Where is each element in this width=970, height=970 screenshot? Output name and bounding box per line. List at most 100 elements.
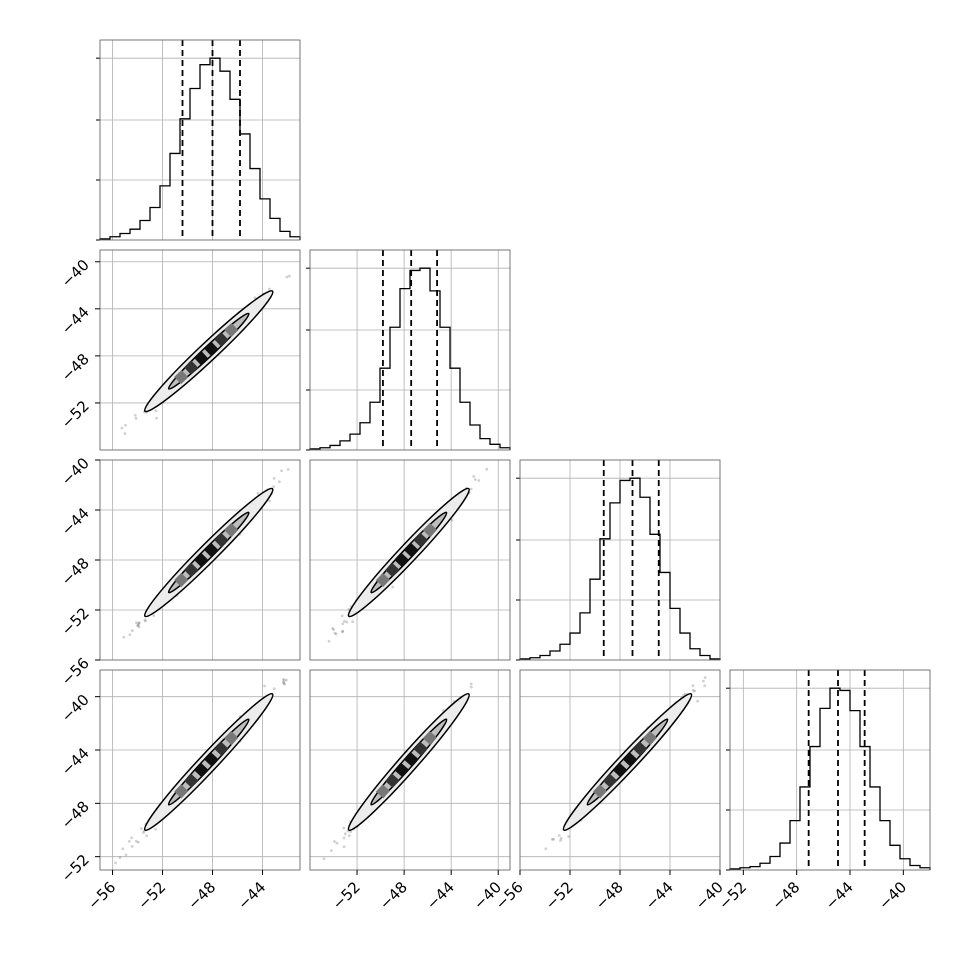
scatter-point-2-1-169 — [450, 518, 454, 522]
scatter-point-2-0-168 — [137, 621, 141, 625]
xtick-label-0-1: −52 — [134, 878, 169, 913]
scatter-point-2-1-242 — [333, 631, 337, 635]
density-cell-2-0-2 — [194, 552, 209, 568]
density-cell-3-1-4 — [413, 741, 428, 756]
scatter-point-1-0-248 — [133, 413, 137, 417]
density-cell-3-1-2 — [394, 762, 409, 778]
xtick-label-3-2: −44 — [822, 878, 857, 913]
xtick-label-0-0: −56 — [84, 878, 119, 913]
scatter-frame-3-0 — [99, 669, 301, 871]
ytick-label-2-4: −40 — [58, 454, 93, 489]
scatter-point-1-0-254 — [287, 274, 291, 278]
hist-panel-1 — [306, 249, 511, 451]
ytick-label-3-2: −44 — [58, 744, 93, 779]
scatter-point-2-1-127 — [340, 614, 344, 618]
density-cell-3-1-3 — [404, 752, 419, 767]
scatter-point-3-1-33 — [329, 849, 333, 853]
density-cell-1-0-1 — [184, 360, 199, 375]
scatter-point-2-1-152 — [345, 620, 349, 624]
scatter-point-3-2-200 — [703, 676, 707, 679]
scatter-point-2-1-123 — [332, 628, 335, 632]
density-cell-2-0-1 — [184, 562, 199, 578]
ytick-label-2-2: −48 — [58, 554, 93, 589]
scatter-point-1-0-251 — [268, 287, 271, 291]
scatter-point-3-1-202 — [469, 685, 473, 689]
hist-frame-1 — [309, 249, 511, 451]
hist-panel-3: −52 −48 −44 −40 — [715, 669, 931, 913]
density-cell-3-1-0 — [375, 784, 390, 799]
density-cell-1-0-4 — [214, 332, 229, 347]
scatter-panel-3-0: −52−48−44−40−56 −52 −48 −44 — [58, 669, 301, 913]
scatter-point-1-0-87 — [120, 426, 124, 430]
scatter-point-3-0-113 — [263, 684, 266, 688]
density-cell-2-0-5 — [224, 522, 239, 538]
scatter-point-2-0-29 — [122, 635, 126, 639]
scatter-point-2-0-259 — [137, 625, 141, 629]
xtick-label-1-0: −52 — [329, 878, 364, 913]
scatter-point-2-1-147 — [485, 467, 489, 471]
scatter-point-3-2-220 — [559, 839, 562, 842]
scatter-point-3-1-181 — [469, 682, 473, 686]
histogram-2 — [519, 477, 721, 660]
scatter-point-3-2-146 — [557, 834, 561, 837]
scatter-point-3-0-211 — [127, 840, 131, 843]
scatter-point-3-1-124 — [342, 836, 346, 840]
density-cell-3-2-0 — [592, 784, 608, 799]
scatter-frame-3-1 — [309, 669, 511, 871]
density-cell-1-0-5 — [224, 322, 239, 338]
density-cell-3-2-4 — [632, 741, 648, 756]
scatter-point-2-1-46 — [341, 629, 345, 633]
scatter-point-3-1-127 — [335, 841, 339, 845]
scatter-point-2-0-183 — [268, 499, 272, 503]
ytick-label-2-1: −52 — [58, 604, 93, 639]
scatter-point-3-1-211 — [342, 826, 346, 830]
ytick-label-1-3: −40 — [58, 256, 93, 291]
scatter-frame-1-0 — [99, 249, 301, 451]
hist-frame-3 — [729, 669, 931, 871]
scatter-point-3-0-2 — [154, 827, 157, 831]
scatter-point-3-0-7 — [283, 682, 287, 686]
scatter-point-2-1-153 — [472, 475, 476, 478]
scatter-point-3-2-199 — [552, 837, 556, 841]
scatter-point-3-2-174 — [544, 847, 548, 851]
density-cell-3-0-5 — [224, 730, 239, 746]
scatter-point-3-1-62 — [322, 857, 326, 861]
xtick-label-0-3: −44 — [234, 878, 269, 913]
scatter-point-2-1-81 — [334, 632, 338, 636]
scatter-point-2-0-87 — [272, 477, 276, 480]
scatter-point-3-0-184 — [284, 678, 288, 682]
scatter-point-3-0-134 — [141, 831, 145, 834]
scatter-point-3-2-64 — [693, 689, 697, 693]
xtick-label-2-1: −52 — [542, 878, 577, 913]
scatter-point-1-0-179 — [155, 416, 158, 420]
scatter-point-3-2-3 — [567, 835, 571, 838]
scatter-point-3-2-227 — [691, 688, 695, 692]
scatter-point-3-1-205 — [347, 834, 351, 838]
density-cell-3-2-1 — [602, 773, 618, 788]
scatter-point-3-2-19 — [691, 684, 695, 688]
density-cell-2-1-5 — [422, 522, 438, 538]
scatter-point-1-0-240 — [123, 432, 127, 435]
scatter-point-2-0-115 — [143, 618, 147, 622]
density-cell-2-1-0 — [375, 572, 391, 588]
density-cell-2-0-4 — [214, 532, 229, 548]
density-cell-3-0-4 — [214, 741, 229, 756]
xtick-label-0-2: −48 — [184, 878, 219, 913]
xtick-label-2-2: −48 — [592, 878, 627, 913]
density-cell-3-2-2 — [612, 762, 628, 778]
hist-panel-0 — [96, 39, 301, 241]
scatter-point-3-0-193 — [118, 856, 122, 860]
scatter-point-3-1-131 — [343, 832, 347, 836]
scatter-point-3-2-80 — [550, 837, 554, 841]
ytick-label-1-0: −52 — [58, 397, 93, 432]
scatter-point-3-0-22 — [282, 680, 286, 684]
scatter-point-3-0-114 — [124, 853, 128, 857]
density-cell-3-0-1 — [184, 773, 199, 788]
scatter-point-2-1-36 — [469, 487, 473, 491]
density-cell-2-0-3 — [204, 542, 219, 558]
scatter-point-2-0-182 — [280, 469, 283, 473]
xtick-label-1-1: −48 — [376, 878, 411, 913]
scatter-point-3-2-56 — [559, 836, 563, 840]
scatter-point-2-0-89 — [286, 467, 290, 471]
